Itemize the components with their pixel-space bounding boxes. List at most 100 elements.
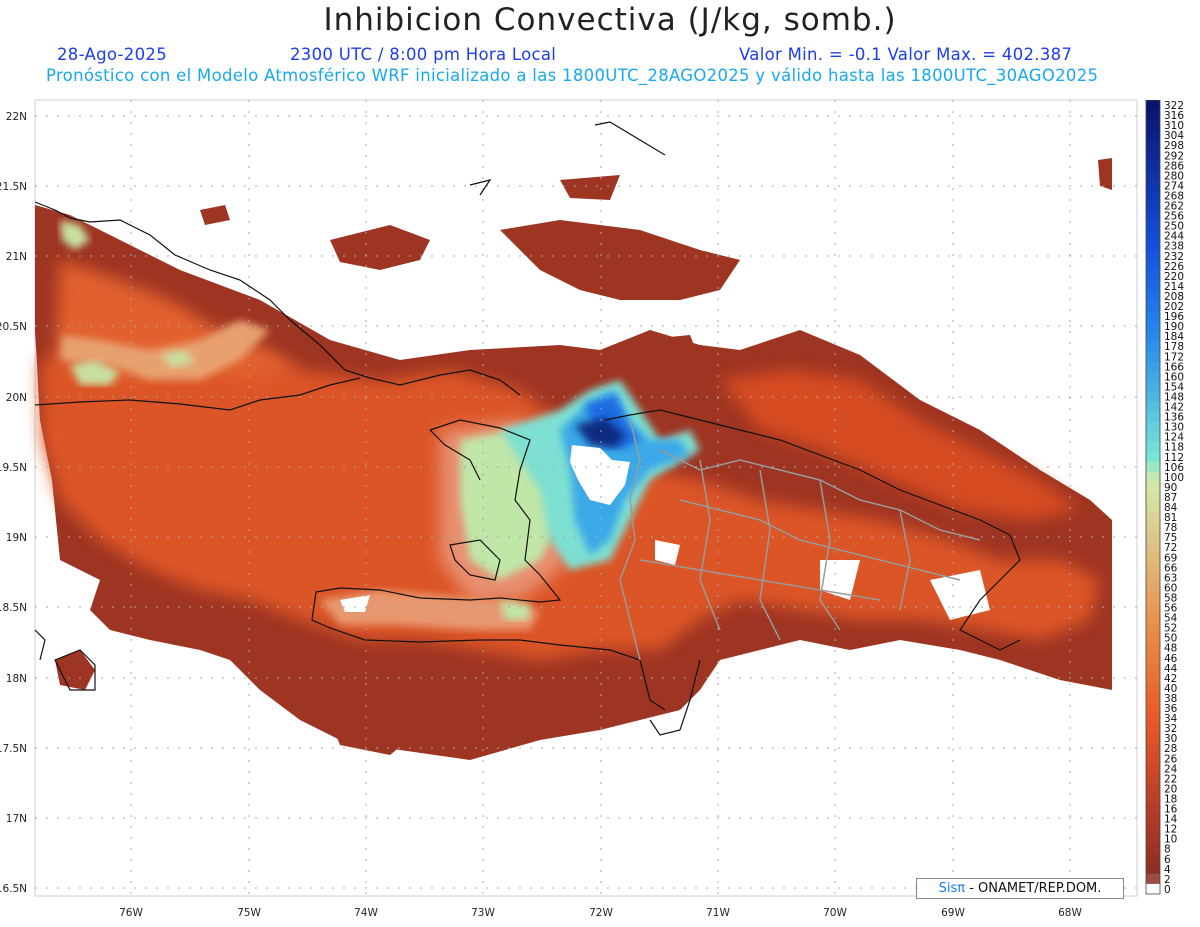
colorbar-swatch	[1146, 280, 1160, 292]
colorbar-swatch	[1146, 140, 1160, 151]
colorbar-swatch	[1146, 883, 1160, 895]
lat-label: 16.5N	[0, 883, 27, 895]
colorbar-label: 100	[1164, 472, 1184, 484]
colorbar-swatch	[1146, 723, 1160, 734]
colorbar-swatch	[1146, 230, 1160, 242]
colorbar-swatch	[1146, 632, 1160, 644]
colorbar-label: 66	[1164, 562, 1178, 574]
colorbar-label: 84	[1164, 502, 1178, 514]
colorbar-swatch	[1146, 431, 1160, 443]
colorbar-swatch	[1146, 542, 1160, 553]
colorbar-swatch	[1146, 672, 1160, 684]
colorbar-swatch	[1146, 622, 1160, 634]
colorbar-swatch	[1146, 150, 1160, 161]
lon-label: 69W	[941, 907, 965, 919]
colorbar-label: 0	[1164, 884, 1171, 896]
colorbar-label: 54	[1164, 613, 1178, 625]
colorbar-label: 226	[1164, 261, 1184, 273]
colorbar-swatch	[1146, 652, 1160, 664]
colorbar-label: 69	[1164, 552, 1177, 564]
colorbar-label: 298	[1164, 140, 1184, 152]
colorbar-swatch	[1146, 120, 1160, 131]
colorbar-swatch	[1146, 703, 1160, 714]
colorbar-swatch	[1146, 341, 1160, 352]
colorbar-swatch	[1146, 451, 1160, 463]
colorbar-swatch	[1146, 381, 1160, 393]
colorbar-swatch	[1146, 250, 1160, 262]
colorbar-label: 208	[1164, 291, 1184, 303]
colorbar-label: 274	[1164, 180, 1184, 192]
min-max-values: Valor Min. = -0.1 Valor Max. = 402.387	[739, 45, 1073, 64]
colorbar-swatch	[1146, 582, 1160, 594]
colorbar-label: 316	[1164, 110, 1184, 122]
colorbar-label: 268	[1164, 190, 1184, 202]
colorbar-label: 238	[1164, 241, 1184, 253]
colorbar-label: 78	[1164, 522, 1177, 534]
lat-label: 17N	[6, 813, 27, 825]
credit-text: - ONAMET/REP.DOM.	[965, 881, 1102, 896]
colorbar-label: 136	[1164, 412, 1184, 424]
colorbar-label: 4	[1164, 864, 1171, 876]
colorbar-swatch	[1146, 682, 1160, 694]
colorbar-label: 292	[1164, 150, 1184, 162]
colorbar-swatch	[1146, 773, 1160, 784]
lon-label: 70W	[823, 907, 847, 919]
colorbar-swatch	[1146, 823, 1160, 835]
lat-label: 19N	[6, 532, 27, 544]
colorbar-label: 322	[1164, 100, 1184, 112]
colorbar-label: 280	[1164, 170, 1184, 182]
lon-label: 71W	[706, 907, 730, 919]
colorbar-swatch	[1146, 662, 1160, 674]
colorbar-label: 202	[1164, 301, 1184, 313]
colorbar-label: 32	[1164, 723, 1177, 735]
colorbar-label: 42	[1164, 673, 1177, 685]
cin-shading	[35, 158, 1112, 760]
lon-label: 74W	[354, 907, 378, 919]
colorbar-swatch	[1146, 391, 1160, 403]
colorbar-swatch	[1146, 270, 1160, 282]
colorbar-label: 196	[1164, 311, 1184, 323]
colorbar-swatch	[1146, 220, 1160, 232]
colorbar-label: 184	[1164, 331, 1184, 343]
colorbar-label: 6	[1164, 854, 1171, 866]
colorbar-label: 75	[1164, 532, 1177, 544]
colorbar-label: 60	[1164, 582, 1177, 594]
colorbar-label: 172	[1164, 351, 1184, 363]
colorbar-label: 310	[1164, 120, 1184, 132]
colorbar-label: 304	[1164, 130, 1184, 142]
colorbar-label: 38	[1164, 693, 1177, 705]
colorbar-label: 22	[1164, 773, 1177, 785]
colorbar-label: 16	[1164, 804, 1178, 816]
colorbar-swatch	[1146, 813, 1160, 825]
colorbar-swatch	[1146, 441, 1160, 453]
lat-label: 22N	[6, 111, 27, 123]
colorbar-swatch	[1146, 803, 1160, 815]
colorbar-label: 34	[1164, 713, 1178, 725]
colorbar-label: 28	[1164, 743, 1177, 755]
colorbar-swatch	[1146, 481, 1160, 493]
colorbar-swatch	[1146, 602, 1160, 614]
colorbar-label: 40	[1164, 683, 1177, 695]
colorbar-label: 154	[1164, 381, 1184, 393]
lon-label: 75W	[237, 907, 261, 919]
colorbar-label: 63	[1164, 572, 1177, 584]
colorbar-swatch	[1146, 783, 1160, 795]
lat-label: 19.5N	[0, 462, 27, 474]
colorbar-swatch	[1146, 290, 1160, 302]
colorbar-swatch	[1146, 311, 1160, 322]
colorbar-label: 262	[1164, 201, 1184, 213]
colorbar-label: 44	[1164, 663, 1178, 675]
colorbar-swatch	[1146, 522, 1160, 533]
lat-label: 20N	[6, 392, 27, 404]
colorbar-swatch	[1146, 572, 1160, 583]
colorbar-label: 14	[1164, 814, 1178, 826]
colorbar-label: 12	[1164, 824, 1177, 836]
colorbar-swatch	[1146, 491, 1160, 503]
colorbar-label: 124	[1164, 432, 1184, 444]
colorbar-label: 10	[1164, 834, 1177, 846]
colorbar-label: 160	[1164, 371, 1184, 383]
colorbar-swatch	[1146, 692, 1160, 704]
colorbar-label: 20	[1164, 783, 1177, 795]
colorbar-label: 166	[1164, 361, 1184, 373]
colorbar-swatch	[1146, 361, 1160, 372]
